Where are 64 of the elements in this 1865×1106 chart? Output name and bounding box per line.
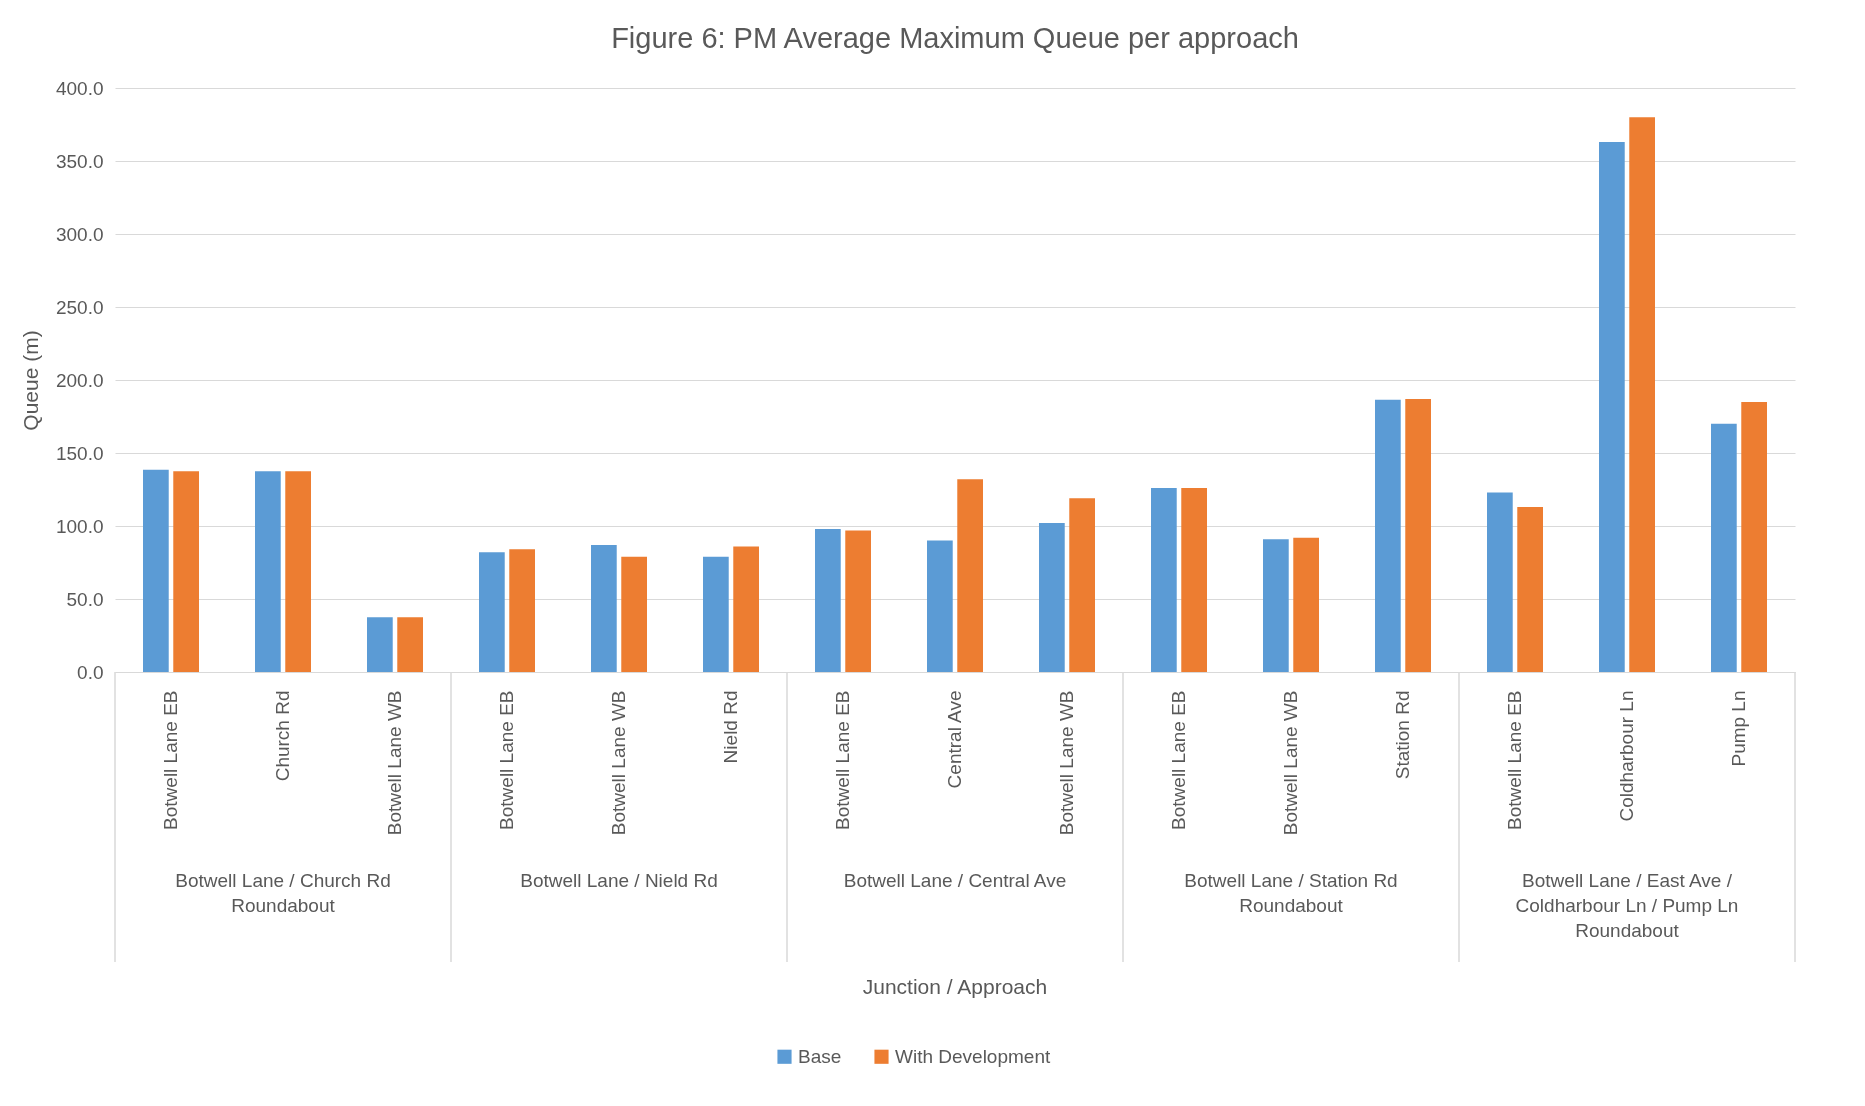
y-tick-label: 100.0 bbox=[55, 515, 104, 537]
x-tick-label: Botwell Lane EB bbox=[160, 690, 181, 830]
bar bbox=[927, 540, 953, 672]
bar bbox=[1375, 399, 1401, 672]
y-tick-label: 50.0 bbox=[66, 588, 104, 610]
x-tick-label: Botwell Lane EB bbox=[832, 690, 853, 830]
bar bbox=[397, 617, 423, 672]
text: Botwell Lane / Nield Rd bbox=[520, 870, 718, 891]
y-axis-title: Queue (m) bbox=[18, 330, 42, 431]
bar bbox=[143, 469, 169, 672]
y-tick-label: 300.0 bbox=[55, 223, 104, 245]
x-tick-label: Central Ave bbox=[944, 690, 965, 789]
bar bbox=[1405, 398, 1431, 672]
bar bbox=[957, 479, 983, 672]
bar bbox=[1151, 488, 1177, 672]
x-tick-label: Nield Rd bbox=[720, 690, 741, 764]
y-tick-label: 0.0 bbox=[77, 661, 104, 683]
x-tick-label: Coldharbour Ln bbox=[1616, 690, 1637, 822]
text: Botwell Lane / Central Ave bbox=[843, 870, 1067, 891]
bar bbox=[591, 544, 617, 672]
x-tick-label: Botwell Lane EB bbox=[1168, 690, 1189, 830]
bar bbox=[815, 528, 841, 672]
x-tick-label: Botwell Lane WB bbox=[1056, 690, 1077, 836]
chart-title: Figure 6: PM Average Maximum Queue per approach bbox=[611, 22, 1299, 54]
y-tick-label: 400.0 bbox=[55, 77, 104, 99]
bar bbox=[1181, 488, 1207, 672]
text: Botwell Lane / Church Rd Roundabout bbox=[175, 870, 391, 916]
bar bbox=[1711, 423, 1737, 672]
bar bbox=[1517, 507, 1543, 672]
bar bbox=[285, 471, 311, 672]
bar bbox=[1487, 492, 1513, 672]
bar bbox=[733, 546, 759, 672]
bar bbox=[1069, 498, 1095, 672]
text: Botwell Lane / East Ave / Coldharbour Ln / Pump Ln Roundabout bbox=[1515, 870, 1739, 941]
x-tick-label: Station Rd bbox=[1392, 690, 1413, 780]
bar bbox=[845, 530, 871, 672]
y-tick-label: 350.0 bbox=[55, 150, 104, 172]
legend-label: Base bbox=[798, 1045, 842, 1067]
bar bbox=[479, 552, 505, 672]
x-tick-label: Church Rd bbox=[272, 690, 293, 782]
bar bbox=[1599, 142, 1625, 672]
bar bbox=[367, 617, 393, 672]
bar bbox=[703, 556, 729, 672]
bar bbox=[1741, 401, 1767, 672]
y-tick-label: 150.0 bbox=[55, 442, 104, 464]
x-tick-label: Botwell Lane WB bbox=[608, 690, 629, 836]
bar bbox=[1039, 523, 1065, 672]
x-tick-label: Botwell Lane WB bbox=[1280, 690, 1301, 836]
text: Botwell Lane / Station Rd Roundabout bbox=[1184, 870, 1398, 916]
bar bbox=[1293, 537, 1319, 672]
legend-label: With Development bbox=[895, 1045, 1051, 1067]
y-tick-label: 250.0 bbox=[55, 296, 104, 318]
bar bbox=[255, 471, 281, 672]
bar bbox=[621, 556, 647, 672]
bar bbox=[173, 471, 199, 672]
bar bbox=[1629, 117, 1655, 672]
y-tick-label: 200.0 bbox=[55, 369, 104, 391]
x-tick-label: Botwell Lane EB bbox=[496, 690, 517, 830]
x-tick-label: Botwell Lane WB bbox=[384, 690, 405, 836]
x-tick-label: Pump Ln bbox=[1728, 690, 1749, 767]
x-tick-label: Botwell Lane EB bbox=[1504, 690, 1525, 830]
bar bbox=[1263, 539, 1289, 672]
bar bbox=[509, 549, 535, 672]
text: Junction / Approach bbox=[862, 975, 1048, 998]
